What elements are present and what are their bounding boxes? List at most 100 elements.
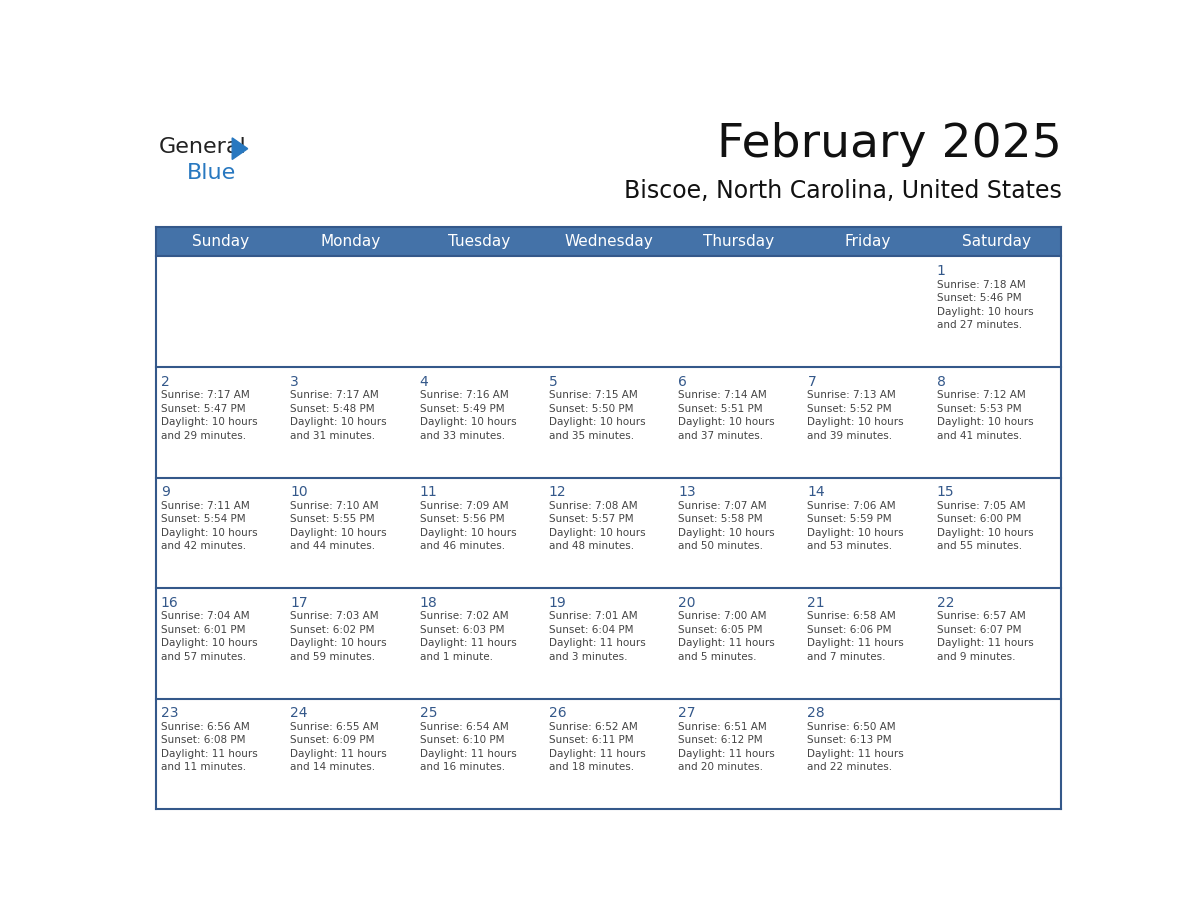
Bar [933, 588, 1061, 699]
Text: 21: 21 [808, 596, 826, 610]
Text: Sunrise: 6:54 AM: Sunrise: 6:54 AM [419, 722, 508, 732]
Text: and 1 minute.: and 1 minute. [419, 652, 493, 662]
Text: Daylight: 11 hours: Daylight: 11 hours [160, 749, 258, 759]
Text: Sunrise: 7:18 AM: Sunrise: 7:18 AM [937, 280, 1025, 289]
Text: Sunset: 6:13 PM: Sunset: 6:13 PM [808, 735, 892, 745]
Text: Sunset: 6:00 PM: Sunset: 6:00 PM [937, 514, 1022, 524]
Text: Sunset: 6:07 PM: Sunset: 6:07 PM [937, 625, 1022, 634]
Bar [674, 367, 803, 477]
Text: Sunset: 5:56 PM: Sunset: 5:56 PM [419, 514, 504, 524]
Text: 13: 13 [678, 486, 696, 499]
Text: 3: 3 [290, 375, 299, 388]
Bar [803, 699, 933, 810]
Bar [285, 588, 415, 699]
Bar [803, 256, 933, 367]
Text: Sunset: 5:53 PM: Sunset: 5:53 PM [937, 404, 1022, 414]
Text: 23: 23 [160, 707, 178, 721]
Text: Friday: Friday [845, 234, 891, 250]
Text: Daylight: 11 hours: Daylight: 11 hours [290, 749, 387, 759]
Text: 18: 18 [419, 596, 437, 610]
Text: and 31 minutes.: and 31 minutes. [290, 431, 375, 441]
Bar [544, 367, 674, 477]
Text: Sunset: 5:47 PM: Sunset: 5:47 PM [160, 404, 246, 414]
Text: and 22 minutes.: and 22 minutes. [808, 762, 892, 772]
Text: Daylight: 10 hours: Daylight: 10 hours [808, 528, 904, 538]
Bar [157, 227, 1061, 256]
Text: Daylight: 11 hours: Daylight: 11 hours [549, 638, 645, 648]
Bar [803, 367, 933, 477]
Text: Sunrise: 6:51 AM: Sunrise: 6:51 AM [678, 722, 767, 732]
Text: Daylight: 10 hours: Daylight: 10 hours [160, 528, 258, 538]
Text: Sunset: 6:02 PM: Sunset: 6:02 PM [290, 625, 374, 634]
Text: Daylight: 10 hours: Daylight: 10 hours [937, 417, 1034, 427]
Bar [415, 588, 544, 699]
Text: 10: 10 [290, 486, 308, 499]
Text: 19: 19 [549, 596, 567, 610]
Text: 17: 17 [290, 596, 308, 610]
Bar [157, 367, 285, 477]
Text: and 35 minutes.: and 35 minutes. [549, 431, 634, 441]
Text: Sunset: 6:06 PM: Sunset: 6:06 PM [808, 625, 892, 634]
Text: Sunrise: 7:10 AM: Sunrise: 7:10 AM [290, 500, 379, 510]
Text: Sunset: 6:03 PM: Sunset: 6:03 PM [419, 625, 504, 634]
Text: and 41 minutes.: and 41 minutes. [937, 431, 1022, 441]
Text: Sunrise: 7:05 AM: Sunrise: 7:05 AM [937, 500, 1025, 510]
Text: Daylight: 10 hours: Daylight: 10 hours [290, 417, 387, 427]
Text: and 44 minutes.: and 44 minutes. [290, 541, 375, 551]
Text: and 20 minutes.: and 20 minutes. [678, 762, 763, 772]
Text: Sunset: 6:11 PM: Sunset: 6:11 PM [549, 735, 633, 745]
Bar [933, 367, 1061, 477]
Bar [415, 477, 544, 588]
Text: Sunset: 6:12 PM: Sunset: 6:12 PM [678, 735, 763, 745]
Text: and 14 minutes.: and 14 minutes. [290, 762, 375, 772]
Text: Sunset: 5:49 PM: Sunset: 5:49 PM [419, 404, 504, 414]
Text: Sunrise: 7:03 AM: Sunrise: 7:03 AM [290, 611, 379, 621]
Text: Sunrise: 7:04 AM: Sunrise: 7:04 AM [160, 611, 249, 621]
Bar [415, 699, 544, 810]
Text: Sunrise: 6:58 AM: Sunrise: 6:58 AM [808, 611, 896, 621]
Bar [803, 477, 933, 588]
Text: 5: 5 [549, 375, 557, 388]
Bar [674, 588, 803, 699]
Text: 16: 16 [160, 596, 178, 610]
Text: Sunrise: 6:52 AM: Sunrise: 6:52 AM [549, 722, 638, 732]
Text: 11: 11 [419, 486, 437, 499]
Text: Tuesday: Tuesday [448, 234, 511, 250]
Text: Sunrise: 7:00 AM: Sunrise: 7:00 AM [678, 611, 766, 621]
Text: Daylight: 10 hours: Daylight: 10 hours [678, 528, 775, 538]
Text: and 48 minutes.: and 48 minutes. [549, 541, 634, 551]
Text: Sunset: 5:59 PM: Sunset: 5:59 PM [808, 514, 892, 524]
Text: Daylight: 11 hours: Daylight: 11 hours [808, 749, 904, 759]
Text: Sunrise: 7:15 AM: Sunrise: 7:15 AM [549, 390, 638, 400]
Text: Sunset: 5:48 PM: Sunset: 5:48 PM [290, 404, 375, 414]
Text: Sunrise: 7:16 AM: Sunrise: 7:16 AM [419, 390, 508, 400]
Text: Sunset: 5:58 PM: Sunset: 5:58 PM [678, 514, 763, 524]
Bar [803, 588, 933, 699]
Bar [285, 367, 415, 477]
Bar [674, 256, 803, 367]
Text: Sunrise: 7:17 AM: Sunrise: 7:17 AM [290, 390, 379, 400]
Text: Daylight: 11 hours: Daylight: 11 hours [678, 638, 775, 648]
Text: Wednesday: Wednesday [564, 234, 653, 250]
Text: and 37 minutes.: and 37 minutes. [678, 431, 763, 441]
Text: Sunrise: 6:57 AM: Sunrise: 6:57 AM [937, 611, 1025, 621]
Bar [157, 477, 285, 588]
Text: 6: 6 [678, 375, 687, 388]
Text: Sunrise: 7:13 AM: Sunrise: 7:13 AM [808, 390, 896, 400]
Text: 14: 14 [808, 486, 826, 499]
Text: 24: 24 [290, 707, 308, 721]
Text: Daylight: 10 hours: Daylight: 10 hours [419, 417, 516, 427]
Text: Sunset: 5:51 PM: Sunset: 5:51 PM [678, 404, 763, 414]
Text: Daylight: 11 hours: Daylight: 11 hours [937, 638, 1034, 648]
Bar [544, 256, 674, 367]
Bar [415, 256, 544, 367]
Text: and 50 minutes.: and 50 minutes. [678, 541, 763, 551]
Text: 22: 22 [937, 596, 954, 610]
Text: Sunrise: 6:50 AM: Sunrise: 6:50 AM [808, 722, 896, 732]
Text: and 3 minutes.: and 3 minutes. [549, 652, 627, 662]
Text: and 42 minutes.: and 42 minutes. [160, 541, 246, 551]
Text: Daylight: 11 hours: Daylight: 11 hours [678, 749, 775, 759]
Text: Sunrise: 6:55 AM: Sunrise: 6:55 AM [290, 722, 379, 732]
Text: 1: 1 [937, 264, 946, 278]
Text: General: General [158, 137, 246, 157]
